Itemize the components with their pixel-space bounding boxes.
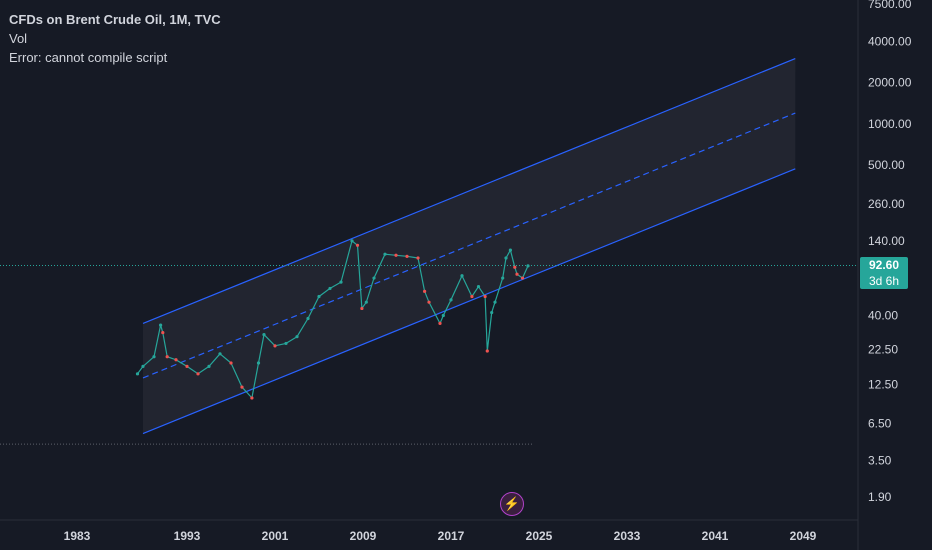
price-point [262, 332, 266, 337]
price-point [207, 364, 211, 368]
price-point [317, 294, 321, 299]
channel-upper-line [142, 57, 796, 324]
price-tick-label: 4000.00 [868, 34, 912, 48]
bar-countdown: 3d 6h [868, 274, 900, 289]
price-tick-label: 1000.00 [868, 117, 912, 131]
channel-lower-line [142, 168, 796, 435]
price-point [427, 300, 431, 304]
channel-middle-line [142, 112, 796, 379]
price-point [383, 252, 387, 256]
price-point [405, 254, 409, 258]
price-point [476, 284, 481, 289]
time-tick-label: 2033 [614, 529, 641, 543]
price-point [513, 265, 517, 269]
price-point [508, 248, 512, 252]
price-tick-label: 12.50 [868, 378, 898, 392]
time-tick-label: 1993 [174, 529, 201, 543]
price-point [490, 310, 494, 315]
price-point [141, 364, 145, 368]
price-point [135, 372, 140, 376]
price-point [339, 280, 343, 284]
price-point [161, 330, 165, 335]
price-point [394, 253, 398, 257]
price-tick-label: 140.00 [868, 234, 905, 248]
price-point [416, 256, 420, 260]
price-point [159, 323, 163, 327]
price-point [250, 396, 254, 400]
price-point [460, 274, 464, 278]
price-point [493, 300, 497, 304]
price-point [185, 364, 189, 368]
price-point [364, 300, 368, 304]
last-price-tag: 92.60 3d 6h [860, 257, 908, 290]
price-point [485, 349, 489, 353]
price-point [218, 352, 222, 356]
price-point [355, 243, 360, 247]
chart-legend: CFDs on Brent Crude Oil, 1M, TVC Vol Err… [9, 10, 221, 67]
lightning-icon[interactable]: ⚡ [500, 492, 524, 516]
price-point [328, 286, 332, 291]
time-tick-label: 2009 [350, 529, 377, 543]
price-point [515, 272, 519, 276]
price-point [165, 355, 169, 359]
time-tick-label: 2025 [526, 529, 553, 543]
price-point [284, 341, 288, 346]
symbol-title[interactable]: CFDs on Brent Crude Oil, 1M, TVC [9, 12, 221, 27]
last-price-value: 92.60 [868, 258, 900, 273]
price-point [350, 239, 354, 243]
price-tick-label: 1.90 [868, 490, 892, 504]
time-tick-label: 2017 [438, 529, 465, 543]
price-point [295, 335, 299, 339]
price-series[interactable] [135, 239, 530, 400]
indicator-vol-label[interactable]: Vol [9, 31, 28, 46]
price-point [152, 355, 156, 359]
price-point [174, 358, 178, 362]
time-tick-label: 2041 [702, 529, 729, 543]
price-point [229, 361, 233, 365]
price-tick-label: 22.50 [868, 343, 898, 357]
price-point [423, 289, 427, 293]
price-tick-label: 500.00 [868, 158, 905, 172]
price-point [256, 361, 261, 365]
script-error-label: Error: cannot compile script [9, 50, 168, 65]
price-point [449, 298, 453, 302]
price-tick-label: 40.00 [868, 308, 898, 322]
price-point [470, 294, 474, 299]
price-point [360, 306, 364, 311]
price-point [372, 276, 376, 280]
price-tick-label: 7500.00 [868, 0, 912, 11]
price-point [438, 321, 442, 325]
price-point [306, 316, 310, 321]
price-point [196, 372, 200, 376]
price-point [520, 276, 525, 280]
regression-channel[interactable] [142, 57, 796, 435]
price-tick-label: 260.00 [868, 197, 905, 211]
price-point [441, 313, 445, 318]
price-tick-label: 6.50 [868, 417, 892, 431]
price-point [504, 256, 508, 260]
time-tick-label: 2001 [262, 529, 289, 543]
price-tick-label: 2000.00 [868, 76, 912, 90]
price-point [240, 385, 244, 389]
price-point [501, 276, 505, 280]
price-point [483, 294, 487, 299]
time-tick-label: 2049 [790, 529, 817, 543]
price-point [273, 344, 277, 348]
time-axis[interactable]: 1983 1993 2001 2009 2017 2025 2033 2041 2049 [64, 529, 817, 543]
time-tick-label: 1983 [64, 529, 91, 543]
price-tick-label: 3.50 [868, 453, 892, 467]
price-axis[interactable]: 7500.00 4000.00 2000.00 1000.00 500.00 260.00… [868, 0, 912, 504]
